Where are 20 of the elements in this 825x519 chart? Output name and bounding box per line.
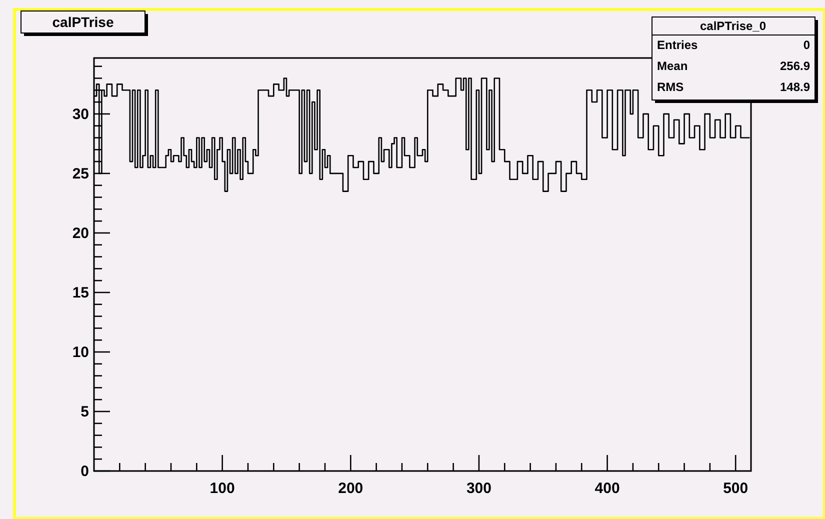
y-tick-label: 15 — [72, 284, 89, 302]
x-tick-label: 200 — [338, 480, 364, 497]
y-tick-label: 20 — [72, 224, 89, 242]
annotation: Mean — [657, 59, 688, 73]
text: 256.9 — [780, 59, 810, 73]
x-tick-label: 100 — [210, 480, 235, 497]
x-tick-label: 500 — [723, 480, 748, 497]
annotation: RMS — [657, 80, 684, 94]
text: Entries — [657, 38, 698, 52]
text: 148.9 — [780, 80, 810, 94]
text: calPTrise_0 — [700, 19, 766, 33]
x-tick-label: 400 — [594, 480, 620, 497]
y-tick-label: 0 — [80, 463, 89, 480]
y-tick-label: 10 — [72, 344, 89, 361]
chart-title: calPTrise — [52, 14, 114, 30]
y-tick-label: 25 — [72, 165, 89, 182]
y-tick-label: 30 — [72, 106, 89, 123]
x-tick-label: 300 — [466, 480, 492, 497]
text: 0 — [803, 38, 810, 52]
y-tick-label: 5 — [80, 403, 89, 420]
